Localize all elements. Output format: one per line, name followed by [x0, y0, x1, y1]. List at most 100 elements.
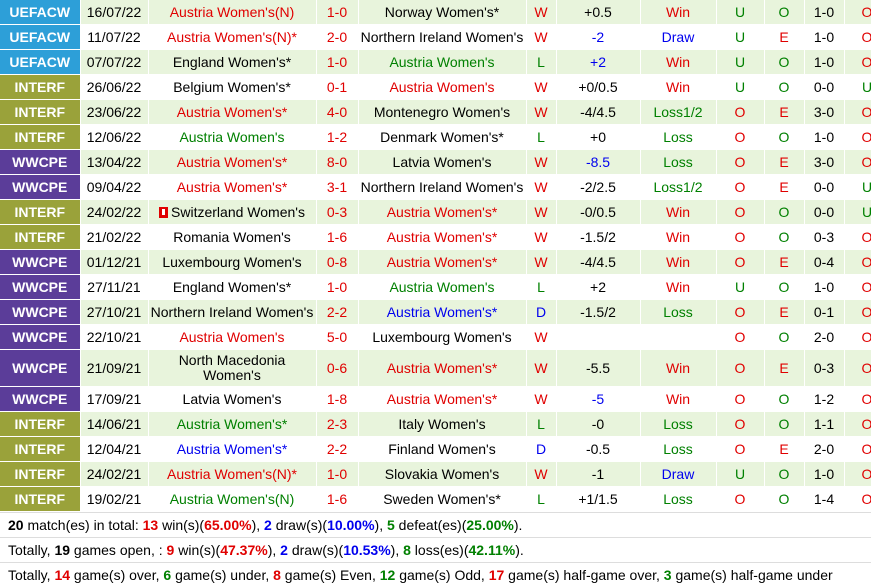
score-cell[interactable]: 2-2: [316, 436, 359, 462]
handicap-result-cell: Loss: [640, 149, 717, 175]
away-team-cell[interactable]: Austria Women's*: [358, 349, 527, 387]
score-cell[interactable]: 1-6: [316, 486, 359, 512]
score-cell[interactable]: 2-0: [316, 24, 359, 50]
league-cell[interactable]: WWCPE: [0, 349, 81, 387]
home-team-cell[interactable]: Austria Women's*: [148, 436, 317, 462]
away-team-cell[interactable]: Northern Ireland Women's: [358, 174, 527, 200]
away-team-cell[interactable]: Luxembourg Women's: [358, 324, 527, 350]
league-cell[interactable]: INTERF: [0, 199, 81, 225]
away-team-cell[interactable]: Latvia Women's: [358, 149, 527, 175]
home-team-cell[interactable]: Austria Women's(N): [148, 486, 317, 512]
away-team-cell[interactable]: Austria Women's*: [358, 299, 527, 325]
score-cell[interactable]: 2-3: [316, 411, 359, 437]
league-cell[interactable]: INTERF: [0, 224, 81, 250]
home-team-cell[interactable]: Latvia Women's: [148, 386, 317, 412]
away-team-cell[interactable]: Austria Women's*: [358, 199, 527, 225]
result-text: W: [534, 78, 548, 95]
handicap-result-cell: Win: [640, 224, 717, 250]
away-team-cell[interactable]: Austria Women's: [358, 49, 527, 75]
away-team-cell[interactable]: Montenegro Women's: [358, 99, 527, 125]
score-cell[interactable]: 1-2: [316, 124, 359, 150]
home-team-cell[interactable]: Austria Women's(N)*: [148, 24, 317, 50]
home-team-cell[interactable]: Belgium Women's*: [148, 74, 317, 100]
league-cell[interactable]: UEFACW: [0, 49, 81, 75]
halftime-ou-text: O: [862, 491, 871, 507]
league-cell[interactable]: INTERF: [0, 99, 81, 125]
over-under-text: O: [734, 490, 746, 507]
away-team-cell[interactable]: Slovakia Women's: [358, 461, 527, 487]
home-team-cell[interactable]: Northern Ireland Women's: [148, 299, 317, 325]
result-cell: W: [526, 324, 557, 350]
home-team-cell[interactable]: Austria Women's(N)*: [148, 461, 317, 487]
score-text: 2-0: [326, 28, 348, 45]
league-cell[interactable]: WWCPE: [0, 249, 81, 275]
score-cell[interactable]: 0-6: [316, 349, 359, 387]
away-team-text: Austria Women's*: [386, 390, 498, 407]
summary-text: game(s) under,: [171, 567, 274, 583]
away-team-cell[interactable]: Austria Women's: [358, 274, 527, 300]
league-cell[interactable]: WWCPE: [0, 174, 81, 200]
away-team-cell[interactable]: Norway Women's*: [358, 0, 527, 25]
league-cell[interactable]: WWCPE: [0, 324, 81, 350]
halftime-score-cell: 0-0: [804, 199, 845, 225]
home-team-text: North Macedonia Women's: [178, 352, 286, 383]
score-cell[interactable]: 4-0: [316, 99, 359, 125]
league-cell[interactable]: INTERF: [0, 124, 81, 150]
league-cell[interactable]: WWCPE: [0, 386, 81, 412]
summary-half-over-count: 17: [488, 567, 505, 583]
home-team-cell[interactable]: Luxembourg Women's: [148, 249, 317, 275]
home-team-cell[interactable]: Austria Women's*: [148, 149, 317, 175]
league-cell[interactable]: UEFACW: [0, 0, 81, 25]
league-cell[interactable]: WWCPE: [0, 299, 81, 325]
score-cell[interactable]: 0-3: [316, 199, 359, 225]
score-cell[interactable]: 1-0: [316, 0, 359, 25]
away-team-cell[interactable]: Italy Women's: [358, 411, 527, 437]
handicap-result-text: Loss1/2: [653, 103, 703, 120]
home-team-cell[interactable]: Austria Women's*: [148, 99, 317, 125]
league-cell[interactable]: WWCPE: [0, 274, 81, 300]
score-cell[interactable]: 1-8: [316, 386, 359, 412]
league-cell[interactable]: WWCPE: [0, 149, 81, 175]
halftime-ou-text: O: [862, 129, 871, 145]
handicap-cell: +1/1.5: [556, 486, 641, 512]
away-team-cell[interactable]: Austria Women's*: [358, 224, 527, 250]
score-cell[interactable]: 0-1: [316, 74, 359, 100]
score-cell[interactable]: 1-0: [316, 49, 359, 75]
score-cell[interactable]: 8-0: [316, 149, 359, 175]
league-cell[interactable]: INTERF: [0, 486, 81, 512]
odd-even-cell: O: [764, 486, 805, 512]
league-cell[interactable]: INTERF: [0, 411, 81, 437]
away-team-cell[interactable]: Finland Women's: [358, 436, 527, 462]
home-team-cell[interactable]: Romania Women's: [148, 224, 317, 250]
away-team-cell[interactable]: Austria Women's: [358, 74, 527, 100]
score-cell[interactable]: 1-0: [316, 274, 359, 300]
score-cell[interactable]: 1-6: [316, 224, 359, 250]
home-team-cell[interactable]: England Women's*: [148, 274, 317, 300]
home-team-cell[interactable]: Austria Women's*: [148, 411, 317, 437]
score-cell[interactable]: 2-2: [316, 299, 359, 325]
home-team-cell[interactable]: Austria Women's: [148, 124, 317, 150]
handicap-result-text: Loss: [663, 490, 693, 507]
league-cell[interactable]: INTERF: [0, 436, 81, 462]
score-cell[interactable]: 0-8: [316, 249, 359, 275]
away-team-cell[interactable]: Austria Women's*: [358, 249, 527, 275]
league-cell[interactable]: UEFACW: [0, 24, 81, 50]
home-team-cell[interactable]: Switzerland Women's: [148, 199, 317, 225]
away-team-cell[interactable]: Denmark Women's*: [358, 124, 527, 150]
home-team-cell[interactable]: Austria Women's(N): [148, 0, 317, 25]
league-cell[interactable]: INTERF: [0, 461, 81, 487]
league-cell[interactable]: INTERF: [0, 74, 81, 100]
home-team-cell[interactable]: Austria Women's*: [148, 174, 317, 200]
home-team-cell[interactable]: North Macedonia Women's: [148, 349, 317, 387]
score-cell[interactable]: 3-1: [316, 174, 359, 200]
away-team-cell[interactable]: Sweden Women's*: [358, 486, 527, 512]
home-team-cell[interactable]: England Women's*: [148, 49, 317, 75]
handicap-cell: -0/0.5: [556, 199, 641, 225]
score-cell[interactable]: 1-0: [316, 461, 359, 487]
away-team-cell[interactable]: Northern Ireland Women's: [358, 24, 527, 50]
home-team-cell[interactable]: Austria Women's: [148, 324, 317, 350]
score-cell[interactable]: 5-0: [316, 324, 359, 350]
table-row: WWCPE 21/09/21 North Macedonia Women's 0-6 A…: [0, 349, 871, 387]
summary-text: game(s) half-game over,: [504, 567, 664, 583]
away-team-cell[interactable]: Austria Women's*: [358, 386, 527, 412]
